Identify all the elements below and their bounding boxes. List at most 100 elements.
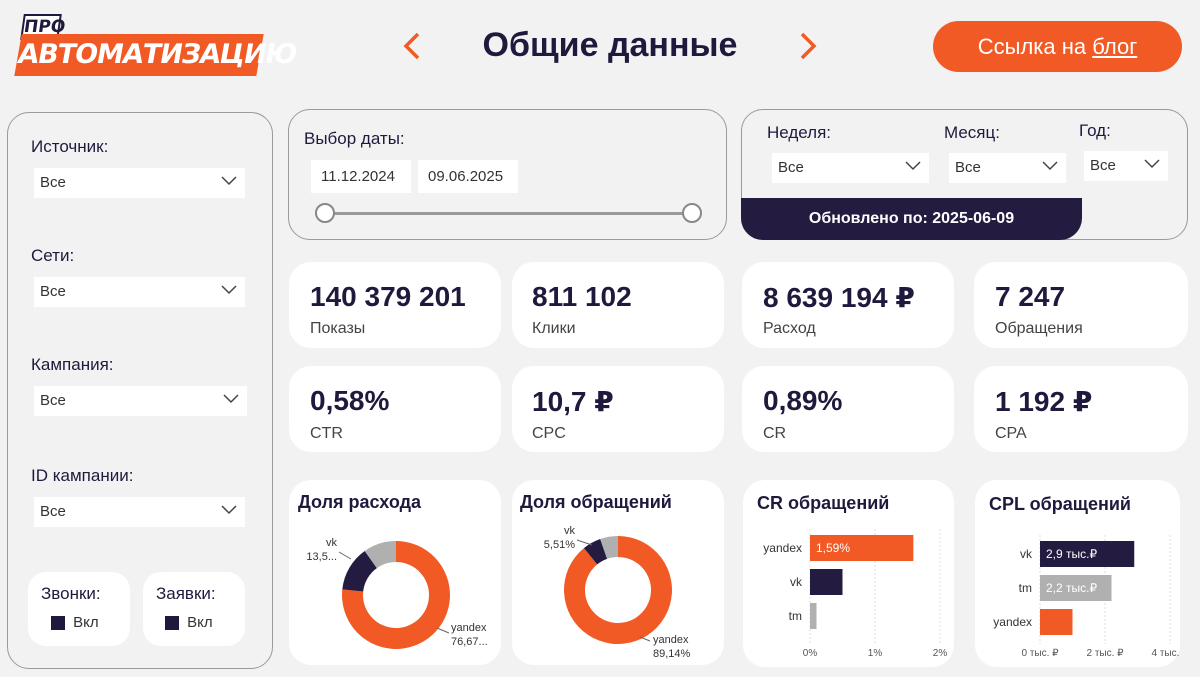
chevron-down-icon [221,285,237,295]
year-filter-label: Год: [1079,121,1111,140]
bar-tm[interactable] [810,603,817,629]
kpi-value: 0,89% [763,385,843,416]
bar-value-label: 1,59% [816,541,850,555]
kpi-card-cpa [974,366,1188,452]
year-dropdown-value: Все [1090,157,1116,174]
logo-wordmark: АВТОМАТИЗАЦИЮ [14,34,299,76]
date-slider-track[interactable] [325,212,693,215]
donut-slice-vk[interactable] [583,539,608,565]
requests-checkbox[interactable]: Вкл [165,614,213,631]
calls-toggle-card [28,572,130,646]
donut-slice-yandex[interactable] [564,536,672,644]
x-tick-label: 0% [803,648,818,659]
kpi-label: CPA [995,425,1027,442]
donut-slice-vk[interactable] [342,550,377,592]
kpi-value: 140 379 201 [310,281,466,312]
bar-vk[interactable] [810,569,843,595]
year-dropdown[interactable]: Все [1084,151,1168,181]
chart-title: Доля расхода [298,492,422,512]
week-dropdown[interactable]: Все [772,153,929,183]
kpi-value: 10,7 ₽ [532,386,614,417]
kpi-label: Расход [763,320,816,337]
kpi-card-ctr [289,366,501,452]
bar-yandex[interactable] [1040,609,1073,635]
slice-category-label: vk [326,537,338,549]
donut-slice-tm[interactable] [364,541,396,569]
date-start-input[interactable]: 11.12.2024 [311,160,411,193]
cr-inquiries-bar-chart: 0% 1% 2% yandex 1,59% vk tm [763,529,948,659]
kpi-card-cpc [512,366,724,452]
campaign-dropdown[interactable]: Все [34,386,247,416]
date-slider-end-handle[interactable] [682,203,702,223]
requests-toggle-label: Заявки: [156,584,216,603]
x-tick-label: 2% [933,648,948,659]
slice-value-label: 13,5... [306,551,337,563]
kpi-value: 8 639 194 ₽ [763,282,915,313]
kpi-label: Клики [532,320,576,337]
source-dropdown[interactable]: Все [34,168,245,198]
prev-page-arrow-icon[interactable] [400,26,426,66]
slice-category-label: vk [564,525,576,537]
calls-toggle-value: Вкл [73,614,99,631]
source-dropdown-value: Все [40,174,66,191]
campaign-filter-label: Кампания: [31,355,114,374]
date-end-input[interactable]: 09.06.2025 [418,160,518,193]
month-dropdown[interactable]: Все [949,153,1066,183]
bar-yandex[interactable] [810,535,914,561]
page-title: Общие данные [482,26,738,64]
blog-link-button[interactable]: Ссылка на блог [933,21,1182,72]
next-page-arrow-icon[interactable] [794,26,820,66]
leader-line [436,627,450,634]
source-filter-label: Источник: [31,137,109,156]
chevron-down-icon [221,505,237,515]
inquiries-share-donut-chart: yandex 89,14% vk 5,51% [544,525,691,660]
cpl-inquiries-bar-chart: 0 тыс. ₽ 2 тыс. ₽ 4 тыс. ₽ vk 2,9 тыс.₽ tm 2,2… [993,535,1180,659]
chart-title: CPL обращений [989,494,1131,514]
kpi-card-spend [742,262,954,348]
blog-button-prefix: Ссылка на [977,34,1093,59]
slice-value-label: 5,51% [544,539,575,551]
blog-link[interactable]: блог [1092,34,1138,59]
networks-filter-label: Сети: [31,246,75,265]
kpi-card-impressions [289,262,501,348]
checkbox-checked-icon [165,616,179,631]
week-dropdown-value: Все [778,159,804,176]
bar-value-label: 2,9 тыс.₽ [1046,547,1097,561]
y-category-label: vk [1020,547,1033,561]
date-filter-label: Выбор даты: [304,129,405,148]
y-category-label: yandex [993,615,1032,629]
chart-card-cpl-inquiries [975,480,1180,667]
slice-value-label: 76,67... [451,636,488,648]
bar-tm[interactable] [1040,575,1112,601]
kpi-label: Обращения [995,320,1083,337]
donut-slice-tm[interactable] [600,536,618,559]
calls-checkbox[interactable]: Вкл [51,614,99,631]
donut-slice-yandex[interactable] [342,541,450,649]
leader-line [576,539,593,546]
chevron-down-icon [1144,159,1160,169]
networks-dropdown[interactable]: Все [34,277,245,307]
chart-title: Доля обращений [520,492,672,512]
kpi-card-clicks [512,262,724,348]
x-tick-label: 2 тыс. ₽ [1086,648,1124,659]
networks-dropdown-value: Все [40,283,66,300]
x-tick-label: 1% [868,648,883,659]
bar-vk[interactable] [1040,541,1135,567]
slice-category-label: yandex [653,634,689,646]
chart-title: CR обращений [757,493,890,513]
y-category-label: vk [790,575,803,589]
campaign-id-dropdown[interactable]: Все [34,497,245,527]
calls-toggle-label: Звонки: [41,584,101,603]
date-slider-start-handle[interactable] [315,203,335,223]
updated-date-banner: Обновлено по: 2025-06-09 [741,198,1082,240]
x-tick-label: 0 тыс. ₽ [1021,648,1059,659]
requests-toggle-card [143,572,245,646]
kpi-card-cr [742,366,954,452]
leader-line [639,636,651,642]
slice-category-label: yandex [451,622,487,634]
kpi-value: 0,58% [310,385,390,416]
x-tick-label: 4 тыс. ₽ [1151,648,1180,659]
chart-card-cr-inquiries [743,480,954,667]
week-filter-label: Неделя: [767,123,832,142]
kpi-card-inquiries [974,262,1188,348]
